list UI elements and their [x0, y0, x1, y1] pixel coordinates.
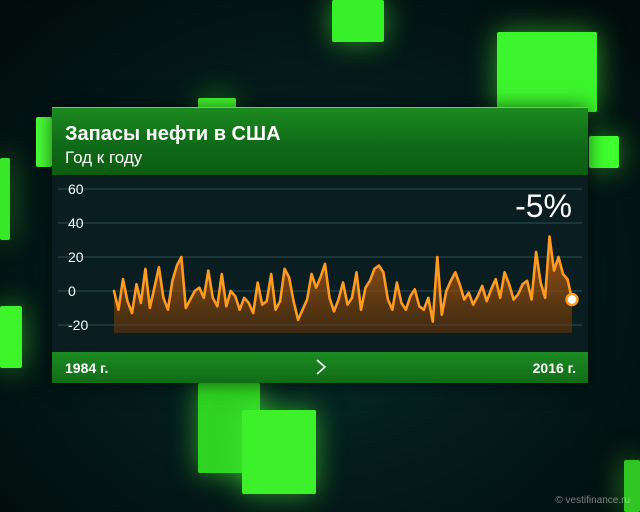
y-tick-label: 0: [68, 283, 76, 299]
chevron-right-icon[interactable]: [314, 358, 328, 376]
background-cube: [36, 117, 52, 167]
y-tick-label: -20: [68, 317, 88, 333]
background-cube: [497, 32, 597, 112]
background-cube: [0, 158, 10, 240]
chart-area: 60 40 20 0 -20 -5%: [52, 175, 588, 352]
panel-footer: 1984 г. 2016 г.: [52, 352, 588, 383]
background-cube: [242, 410, 316, 494]
end-year-label: 2016 г.: [532, 360, 576, 376]
chart-svg: 60 40 20 0 -20 -5%: [58, 181, 582, 333]
background-cube: [0, 306, 22, 368]
background-cube: [589, 136, 619, 168]
chart-title: Запасы нефти в США: [65, 123, 281, 145]
background-cube: [624, 460, 640, 512]
watermark: © vestifinance.ru: [555, 495, 630, 506]
y-tick-label: 60: [68, 181, 84, 197]
series-line: [112, 235, 574, 323]
chart-panel: Запасы нефти в США Год к году 60 40 20 0 -20…: [52, 107, 588, 383]
start-year-label: 1984 г.: [65, 360, 109, 376]
last-point-marker: [565, 292, 579, 307]
y-tick-label: 40: [68, 215, 84, 231]
y-tick-label: 20: [68, 249, 84, 265]
background-cube: [332, 0, 384, 42]
panel-header: Запасы нефти в США Год к году: [52, 107, 588, 176]
chart-subtitle: Год к году: [65, 148, 143, 167]
headline-value: -5%: [515, 188, 572, 224]
